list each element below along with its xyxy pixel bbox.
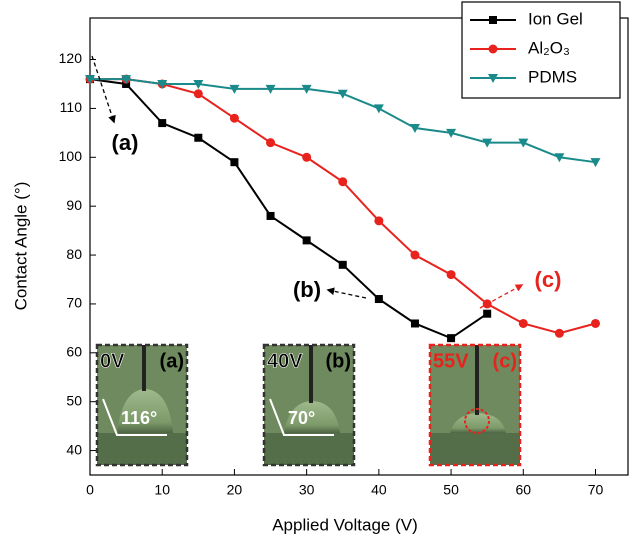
needle bbox=[142, 345, 146, 391]
legend-label: Al₂O₃ bbox=[528, 38, 570, 57]
legend-label: PDMS bbox=[528, 67, 577, 86]
point bbox=[158, 119, 166, 127]
inset-angle: 70° bbox=[288, 408, 315, 428]
chart: Applied Voltage (V) Contact Angle (°) 0 1… bbox=[0, 0, 631, 544]
y-tick-label: 40 bbox=[66, 441, 82, 457]
y-tick-label: 60 bbox=[66, 344, 82, 360]
inset-angle: 116° bbox=[121, 408, 157, 428]
annotation: (b) bbox=[293, 277, 321, 302]
point bbox=[374, 104, 384, 113]
series-line bbox=[90, 79, 487, 338]
x-tick-label: 50 bbox=[443, 482, 459, 498]
x-tick-label: 0 bbox=[86, 482, 94, 498]
point bbox=[266, 138, 275, 147]
annotation-arrow bbox=[328, 290, 366, 298]
annotation-arrow bbox=[92, 56, 114, 122]
x-axis-label: Applied Voltage (V) bbox=[272, 515, 418, 534]
annotation-arrow bbox=[480, 285, 522, 308]
legend-marker bbox=[489, 16, 497, 24]
inset-substrate bbox=[264, 433, 354, 465]
y-tick-label: 80 bbox=[66, 246, 82, 262]
point bbox=[555, 329, 564, 338]
point bbox=[374, 216, 383, 225]
x-tick-label: 20 bbox=[227, 482, 243, 498]
point bbox=[411, 319, 419, 327]
y-tick-label: 70 bbox=[66, 295, 82, 311]
y-axis-label: Contact Angle (°) bbox=[11, 182, 30, 311]
x-tick-label: 30 bbox=[299, 482, 315, 498]
inset-voltage: 40V bbox=[267, 350, 303, 372]
point bbox=[230, 158, 238, 166]
point bbox=[267, 212, 275, 220]
inset: 55V (c) bbox=[430, 345, 520, 465]
x-tick-label: 10 bbox=[154, 482, 170, 498]
y-tick-label: 50 bbox=[66, 392, 82, 408]
x-tick-label: 70 bbox=[588, 482, 604, 498]
point bbox=[375, 295, 383, 303]
point bbox=[338, 177, 347, 186]
inset-label: (b) bbox=[325, 350, 351, 372]
inset: 0V (a) 116° bbox=[97, 345, 187, 465]
y-tick-label: 110 bbox=[60, 99, 83, 115]
annotation: (a) bbox=[112, 130, 139, 155]
y-tick-label: 90 bbox=[66, 197, 82, 213]
point bbox=[302, 153, 311, 162]
legend-label: Ion Gel bbox=[528, 9, 583, 28]
legend-marker bbox=[489, 45, 498, 54]
y-tick-label: 100 bbox=[59, 148, 83, 164]
inset-label: (a) bbox=[160, 350, 184, 372]
inset: 40V (b) 70° bbox=[264, 345, 354, 465]
point bbox=[447, 334, 455, 342]
point bbox=[303, 236, 311, 244]
point bbox=[339, 261, 347, 269]
inset-label: (c) bbox=[493, 350, 517, 372]
point bbox=[230, 114, 239, 123]
needle bbox=[309, 345, 313, 403]
point bbox=[447, 270, 456, 279]
inset-substrate bbox=[97, 433, 187, 465]
point bbox=[194, 89, 203, 98]
needle bbox=[475, 345, 479, 415]
point bbox=[410, 251, 419, 260]
inset-voltage: 55V bbox=[433, 350, 469, 372]
inset-voltage: 0V bbox=[100, 350, 125, 372]
x-tick-label: 60 bbox=[515, 482, 531, 498]
point bbox=[194, 134, 202, 142]
y-tick-label: 120 bbox=[59, 50, 83, 66]
point bbox=[519, 319, 528, 328]
x-tick-label: 40 bbox=[371, 482, 387, 498]
series-line bbox=[90, 79, 596, 333]
point bbox=[483, 310, 491, 318]
inset-substrate bbox=[430, 433, 520, 465]
annotation: (c) bbox=[535, 267, 562, 292]
point bbox=[591, 319, 600, 328]
